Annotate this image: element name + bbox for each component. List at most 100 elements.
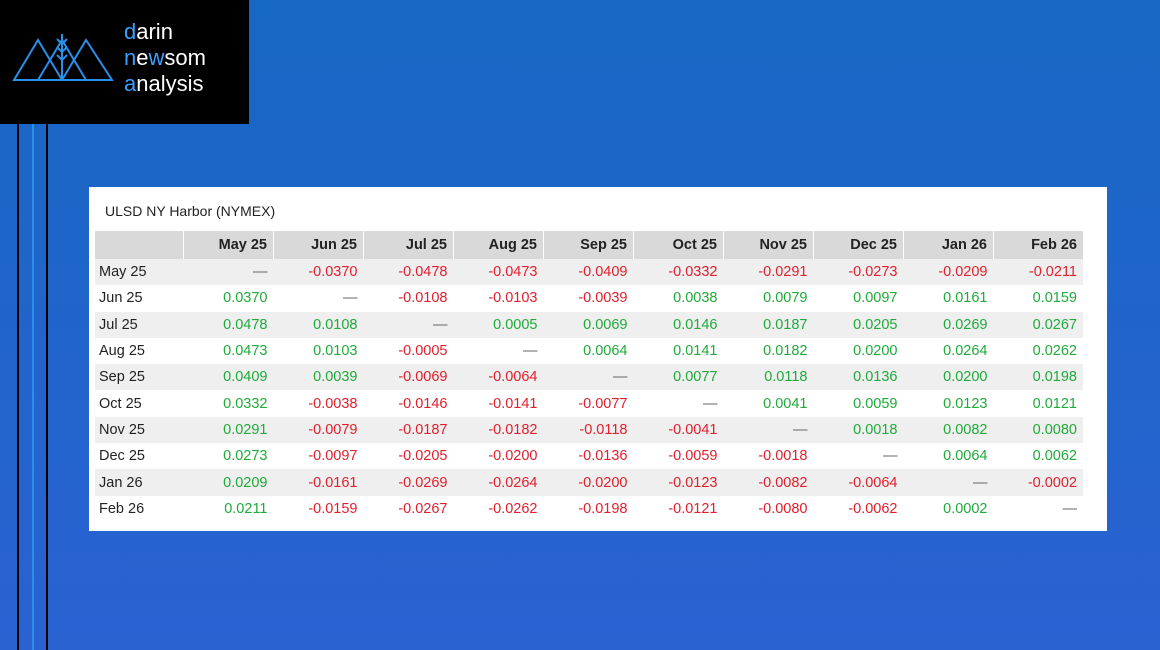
table-cell: 0.0262 xyxy=(1032,343,1077,360)
table-cell: 0.0069 xyxy=(543,311,634,338)
table-cell: -0.0409 xyxy=(543,259,634,286)
rule xyxy=(17,124,19,650)
table-cell: 0.0409 xyxy=(183,364,274,391)
row-label: Jul 25 xyxy=(95,311,184,338)
table-cell: -0.0097 xyxy=(308,448,358,465)
table-cell: -0.0041 xyxy=(633,416,724,444)
table-cell: 0.0097 xyxy=(853,290,898,307)
table-cell: 0.0146 xyxy=(633,311,724,338)
table-cell: 0.0269 xyxy=(903,311,994,338)
table-cell: -0.0118 xyxy=(543,416,634,444)
column-header: May 25 xyxy=(183,231,274,259)
table-cell: 0.0123 xyxy=(943,395,988,412)
column-header: Jul 25 xyxy=(363,231,454,259)
table-row: Dec 25 0.0273 -0.0097 -0.0205 -0.0200 -0.0136… xyxy=(95,443,1083,469)
spread-table: May 25 Jun 25 Jul 25 Aug 25 Sep 25 Oct 25 Nov … xyxy=(95,231,1083,522)
logo: darin newsom analysis xyxy=(0,0,249,124)
table-cell: -0.0108 xyxy=(398,290,448,307)
table-cell: — xyxy=(543,364,634,391)
table-row: Nov 25 0.0291 -0.0079 -0.0187 -0.0182 -0.0118… xyxy=(95,416,1083,444)
table-cell: 0.0370 xyxy=(223,290,268,307)
table-cell: 0.0002 xyxy=(943,500,988,517)
table-cell: 0.0473 xyxy=(223,343,268,360)
table-row: May 25— -0.0370 -0.0478 -0.0473 -0.0409 -0.03… xyxy=(95,259,1083,286)
table-cell: 0.0064 xyxy=(943,448,988,465)
table-cell: -0.0064 xyxy=(813,469,904,496)
table-cell: 0.0082 xyxy=(903,416,994,444)
logo-text: darin newsom analysis xyxy=(124,19,206,97)
table-cell: -0.0080 xyxy=(758,500,808,517)
table-cell: -0.0200 xyxy=(488,448,538,465)
table-cell: -0.0077 xyxy=(578,395,628,412)
table-cell: 0.0182 xyxy=(763,343,808,360)
table-cell: — xyxy=(903,469,994,496)
table-cell: 0.0209 xyxy=(183,469,274,496)
table-cell: — xyxy=(703,395,718,412)
table-cell: -0.0198 xyxy=(578,500,628,517)
table-cell: -0.0018 xyxy=(758,448,808,465)
table-cell: 0.0041 xyxy=(763,395,808,412)
column-header: Feb 26 xyxy=(993,231,1083,259)
table-cell: 0.0039 xyxy=(273,364,364,391)
table-cell: 0.0211 xyxy=(224,500,268,517)
table-cell: -0.0079 xyxy=(273,416,364,444)
table-cell: 0.0187 xyxy=(723,311,814,338)
table-panel: ULSD NY Harbor (NYMEX) May 25 Jun 25 Jul 2… xyxy=(89,187,1107,531)
table-row: Jul 25 0.0478 0.0108—0.0005 0.0069 0.0146 0.0… xyxy=(95,311,1083,338)
table-cell: -0.0039 xyxy=(578,290,628,307)
table-cell: -0.0005 xyxy=(398,343,448,360)
logo-mark xyxy=(12,34,114,81)
column-header: Jan 26 xyxy=(903,231,994,259)
column-header: Oct 25 xyxy=(633,231,724,259)
table-cell: 0.0108 xyxy=(273,311,364,338)
row-label: Jan 26 xyxy=(95,469,184,496)
table-cell: -0.0002 xyxy=(993,469,1083,496)
table-cell: 0.0273 xyxy=(223,448,268,465)
logo-segment: a xyxy=(124,71,137,96)
table-cell: -0.0161 xyxy=(273,469,364,496)
table-cell: -0.0211 xyxy=(993,259,1083,286)
table-cell: -0.0187 xyxy=(363,416,454,444)
table-cell: 0.0332 xyxy=(223,395,268,412)
table-cell: -0.0332 xyxy=(633,259,724,286)
logo-segment: w xyxy=(148,45,165,70)
table-cell: 0.0118 xyxy=(723,364,814,391)
table-cell: 0.0103 xyxy=(313,343,358,360)
table-cell: -0.0146 xyxy=(398,395,448,412)
table-cell: — xyxy=(343,290,358,307)
table-cell: 0.0161 xyxy=(943,290,988,307)
rule xyxy=(32,124,34,650)
logo-line: darin xyxy=(124,19,206,45)
table-cell: 0.0064 xyxy=(583,343,628,360)
table-row: Oct 25 0.0332 -0.0038 -0.0146 -0.0141 -0.0077… xyxy=(95,390,1083,416)
row-label: Dec 25 xyxy=(99,448,145,465)
table-cell: -0.0478 xyxy=(363,259,454,286)
table-cell: 0.0018 xyxy=(813,416,904,444)
table-cell: -0.0064 xyxy=(453,364,544,391)
table-cell: 0.0291 xyxy=(183,416,274,444)
logo-segment: e xyxy=(136,45,149,70)
rule xyxy=(46,124,48,650)
table-cell: 0.0267 xyxy=(993,311,1083,338)
table-cell: 0.0264 xyxy=(943,343,988,360)
column-header: Aug 25 xyxy=(453,231,544,259)
table-cell: -0.0059 xyxy=(668,448,718,465)
table-cell: -0.0082 xyxy=(723,469,814,496)
table-cell: 0.0059 xyxy=(853,395,898,412)
table-cell: 0.0200 xyxy=(853,343,898,360)
logo-segment: som xyxy=(164,45,206,70)
table-cell: 0.0478 xyxy=(183,311,274,338)
table-cell: -0.0121 xyxy=(668,500,718,517)
table-cell: 0.0121 xyxy=(1032,395,1077,412)
logo-segment: nalysis xyxy=(136,71,204,96)
row-label: May 25 xyxy=(95,259,184,286)
table-cell: -0.0069 xyxy=(363,364,454,391)
table-cell: 0.0062 xyxy=(1032,448,1077,465)
table-cell: -0.0262 xyxy=(488,500,538,517)
table-cell: -0.0200 xyxy=(543,469,634,496)
table-cell: — xyxy=(363,311,454,338)
corner-cell xyxy=(95,231,184,259)
table-cell: -0.0141 xyxy=(488,395,538,412)
table-cell: — xyxy=(183,259,274,286)
